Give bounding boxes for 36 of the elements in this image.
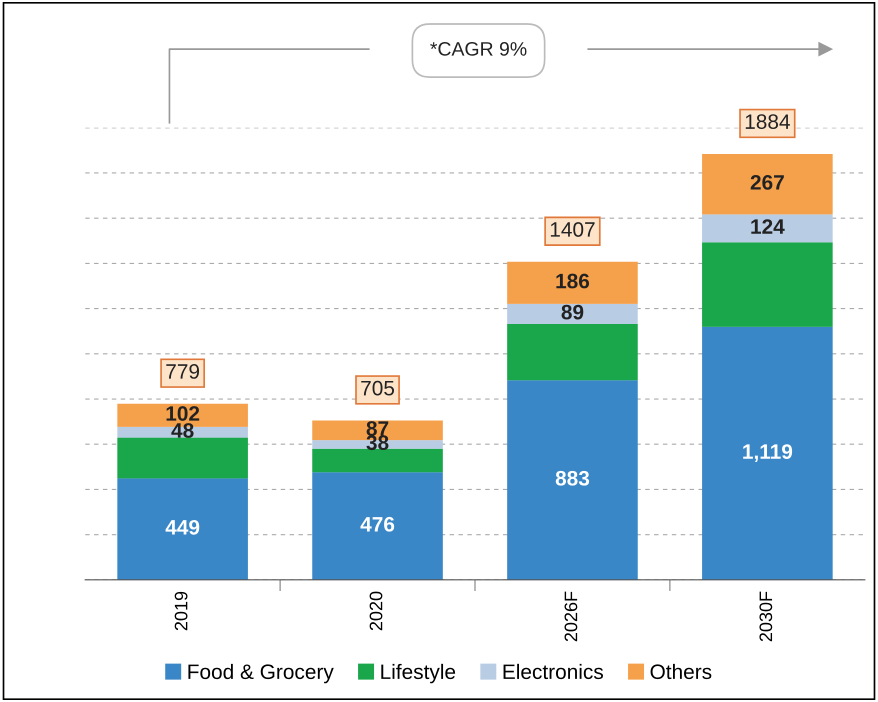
bar	[117, 478, 248, 580]
x-tick-label: 2026F	[564, 592, 578, 642]
bar	[507, 262, 638, 304]
legend-label: Electronics	[504, 664, 603, 680]
bar	[117, 438, 248, 478]
data-label: 186	[556, 274, 590, 288]
data-label: 87	[366, 421, 388, 436]
legend-label: Others	[650, 664, 712, 680]
data-label: 883	[556, 470, 590, 486]
data-label: 267	[750, 175, 784, 190]
bar	[312, 472, 443, 580]
total-label: 1884	[746, 114, 790, 130]
bar	[507, 304, 638, 324]
data-label: 476	[360, 516, 394, 532]
total-label: 705	[361, 380, 394, 396]
x-tick-label: 2019	[174, 592, 188, 630]
x-tick-label: 2030F	[759, 592, 772, 642]
data-label: 48	[171, 423, 194, 438]
total-label: 779	[166, 364, 200, 379]
total-label: 1407	[550, 222, 595, 237]
x-tick-label: 2020	[370, 592, 382, 630]
bar	[702, 154, 833, 214]
data-label: 102	[166, 406, 200, 421]
bar	[702, 326, 833, 580]
data-label: 449	[166, 520, 200, 535]
legend-label: Food & Grocery	[188, 664, 334, 684]
data-label: 124	[751, 219, 785, 234]
bar	[507, 324, 638, 380]
bar	[702, 242, 833, 327]
data-label: 1,119	[743, 444, 792, 462]
bar	[312, 448, 443, 472]
bar	[702, 214, 833, 242]
legend-label: Lifestyle	[381, 664, 456, 684]
bar	[507, 380, 638, 580]
data-label: 89	[562, 304, 584, 320]
text: *CAGR 9%	[430, 42, 526, 56]
